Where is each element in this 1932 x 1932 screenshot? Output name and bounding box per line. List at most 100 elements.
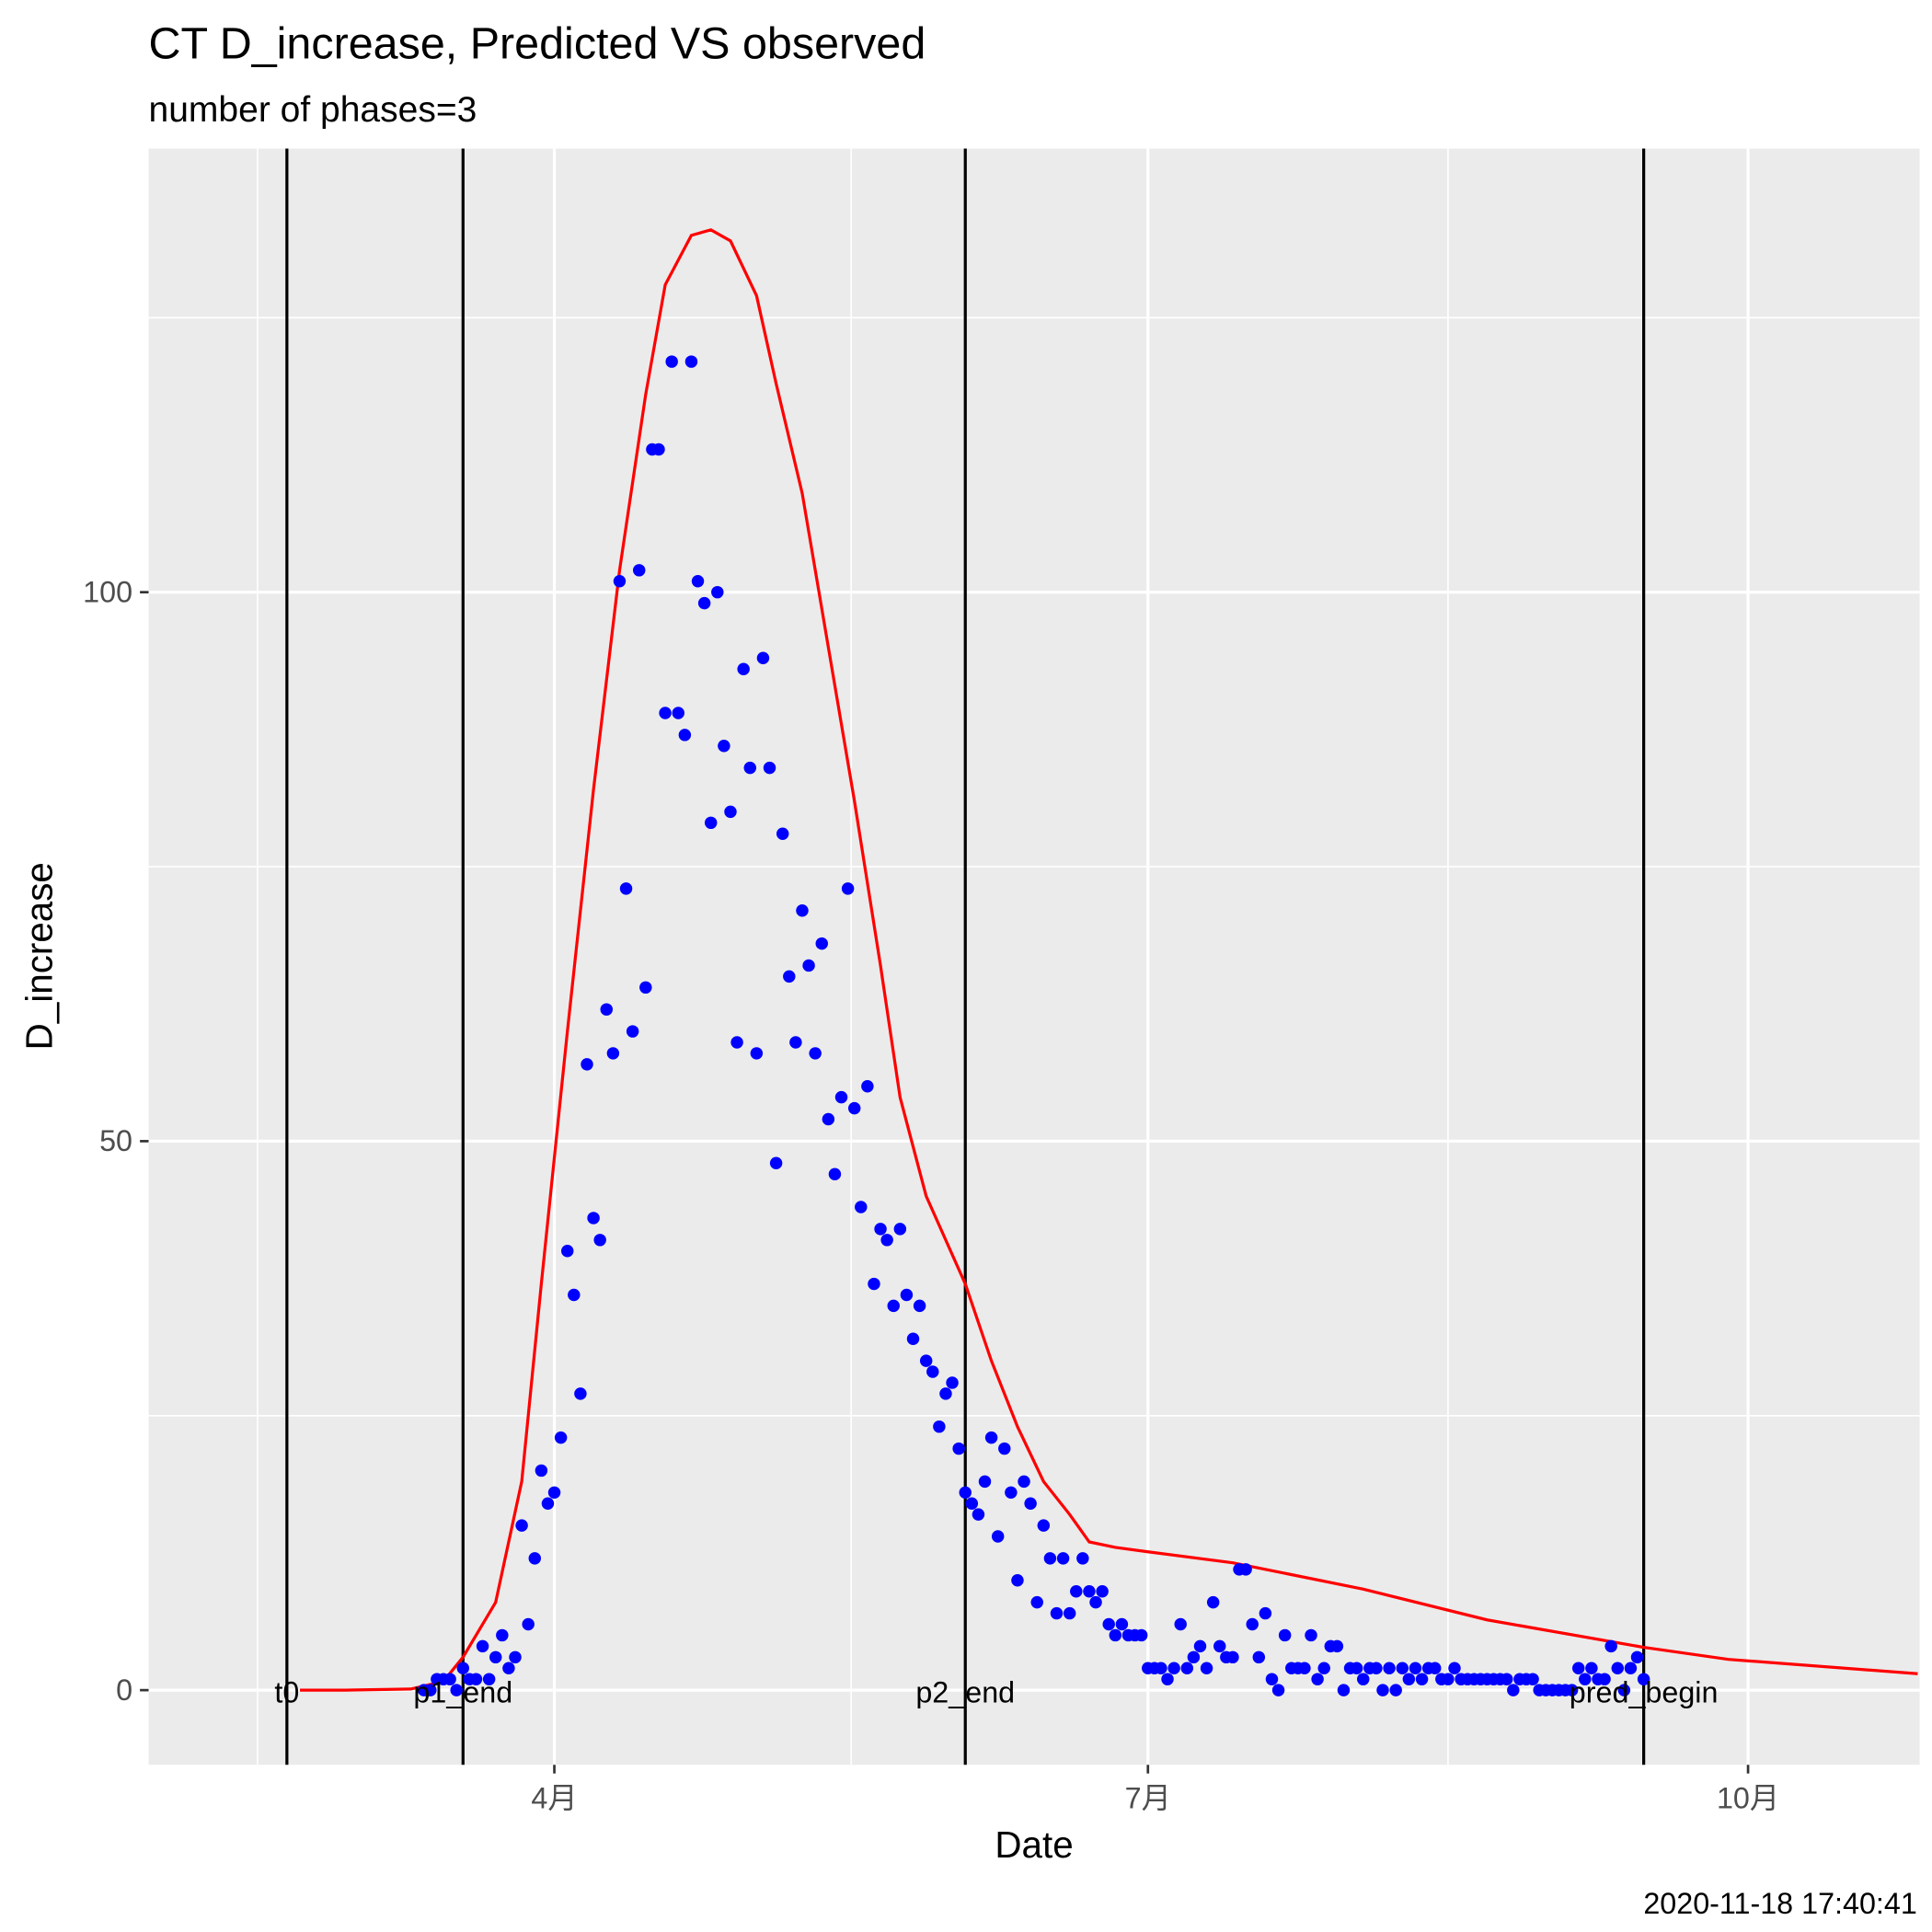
observed-point	[626, 1025, 639, 1038]
observed-point	[1317, 1662, 1330, 1674]
observed-point	[1298, 1662, 1311, 1674]
observed-point	[763, 761, 776, 775]
observed-point	[998, 1442, 1011, 1455]
y-tick-label: 0	[116, 1673, 132, 1707]
observed-point	[880, 1234, 893, 1247]
observed-point	[502, 1662, 515, 1674]
observed-point	[450, 1684, 463, 1696]
observed-point	[743, 761, 756, 775]
observed-point	[639, 981, 652, 995]
observed-point	[1637, 1673, 1650, 1685]
observed-point	[587, 1212, 600, 1225]
observed-point	[568, 1288, 581, 1302]
observed-point	[541, 1497, 555, 1510]
observed-point	[1376, 1684, 1389, 1696]
observed-point	[1500, 1673, 1513, 1685]
observed-point	[600, 1003, 614, 1016]
observed-point	[1396, 1662, 1409, 1674]
observed-point	[1389, 1684, 1402, 1696]
observed-point	[1213, 1639, 1226, 1653]
observed-point	[756, 651, 770, 665]
phase-label: p1_end	[413, 1676, 512, 1709]
observed-point	[1005, 1486, 1018, 1500]
observed-point	[913, 1299, 926, 1313]
observed-point	[1370, 1662, 1383, 1674]
observed-point	[496, 1628, 509, 1642]
observed-point	[939, 1387, 952, 1400]
observed-point	[718, 740, 730, 753]
observed-point	[535, 1464, 548, 1478]
observed-point	[1565, 1684, 1579, 1696]
observed-point	[1102, 1617, 1115, 1631]
observed-point	[847, 1101, 861, 1115]
x-tick-label: 7月	[1125, 1781, 1171, 1814]
observed-point	[1271, 1684, 1285, 1696]
observed-point	[482, 1673, 496, 1685]
observed-point	[855, 1201, 868, 1213]
observed-point	[1024, 1497, 1037, 1510]
chart-title: CT D_increase, Predicted VS observed	[149, 18, 926, 68]
observed-point	[509, 1650, 522, 1664]
observed-point	[581, 1058, 593, 1071]
panel-background	[148, 148, 1920, 1765]
plot-panel: t0 p1_end p2_end pred_begin	[148, 148, 1920, 1765]
observed-point	[632, 564, 646, 577]
observed-point	[1193, 1639, 1207, 1653]
observed-point	[489, 1650, 502, 1664]
observed-point	[1311, 1673, 1324, 1685]
observed-point	[1429, 1662, 1442, 1674]
observed-point	[1507, 1684, 1520, 1696]
observed-point	[952, 1442, 965, 1455]
x-tick-label: 10月	[1717, 1781, 1779, 1814]
observed-point	[456, 1662, 470, 1674]
observed-point	[1083, 1584, 1096, 1598]
observed-point	[965, 1497, 979, 1510]
observed-point	[1579, 1673, 1592, 1685]
observed-point	[893, 1223, 907, 1236]
observed-point	[1239, 1563, 1252, 1576]
observed-point	[554, 1431, 568, 1444]
observed-point	[1571, 1662, 1585, 1674]
observed-point	[1089, 1595, 1102, 1609]
observed-point	[1174, 1617, 1187, 1631]
observed-point	[1180, 1662, 1194, 1674]
observed-point	[593, 1234, 606, 1247]
observed-point	[959, 1486, 972, 1500]
observed-point	[665, 355, 678, 368]
x-tick-label: 4月	[531, 1781, 577, 1814]
observed-point	[906, 1332, 920, 1345]
observed-point	[1611, 1662, 1624, 1674]
observed-point	[1134, 1628, 1148, 1642]
observed-point	[978, 1475, 992, 1489]
observed-point	[1109, 1628, 1122, 1642]
observed-point	[900, 1288, 914, 1302]
y-axis-title: D_increase	[18, 862, 61, 1050]
phase-label: pred_begin	[1570, 1676, 1719, 1709]
observed-point	[1187, 1650, 1201, 1664]
observed-point	[1526, 1673, 1539, 1685]
observed-point	[1043, 1552, 1057, 1565]
observed-point	[822, 1112, 835, 1126]
x-axis-title: Date	[995, 1823, 1073, 1866]
chart-subtitle: number of phases=3	[149, 90, 477, 130]
observed-point	[984, 1431, 998, 1444]
observed-point	[1050, 1606, 1064, 1620]
observed-point	[1617, 1684, 1631, 1696]
observed-point	[1442, 1673, 1455, 1685]
observed-point	[652, 443, 665, 456]
observed-point	[561, 1245, 574, 1258]
observed-point	[802, 959, 815, 972]
observed-point	[672, 707, 684, 719]
observed-point	[887, 1299, 900, 1313]
observed-point	[613, 575, 627, 588]
observed-point	[697, 596, 711, 610]
observed-point	[1265, 1673, 1279, 1685]
predicted-line	[300, 228, 1918, 1692]
observed-point	[868, 1277, 880, 1291]
observed-point	[1330, 1639, 1344, 1653]
observed-point	[1096, 1584, 1109, 1598]
observed-point	[1337, 1684, 1351, 1696]
observed-point	[1246, 1617, 1259, 1631]
